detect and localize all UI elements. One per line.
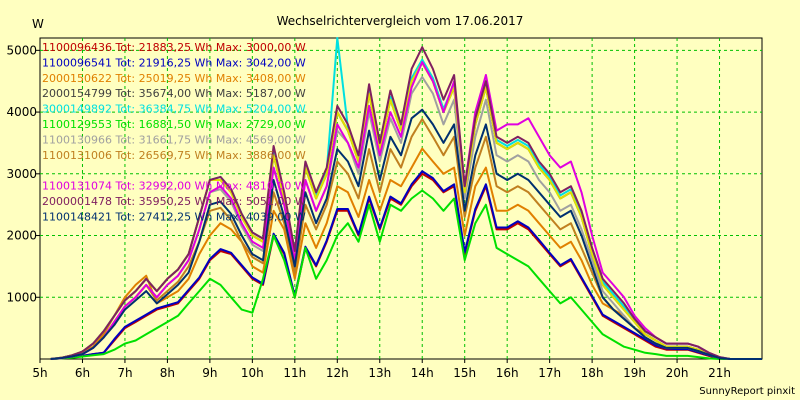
legend-entry: 1100096436 Tot: 21883,25 Wh Max: 3000,00… [42, 41, 306, 54]
x-tick-label: 7h [117, 366, 132, 380]
legend-entry: 1100130966 Tot: 31661,75 Wh Max: 4569,00… [42, 133, 306, 146]
chart-title: Wechselrichtervergleich vom 17.06.2017 [277, 14, 524, 28]
x-tick-label: 11h [283, 366, 306, 380]
legend-entry: 2000150622 Tot: 25019,25 Wh Max: 3408,00… [42, 72, 306, 85]
x-tick-label: 9h [202, 366, 217, 380]
x-tick-label: 10h [241, 366, 264, 380]
series-line-12 [50, 108, 762, 360]
x-tick-label: 5h [32, 366, 47, 380]
x-tick-label: 21h [708, 366, 731, 380]
x-tick-label: 14h [411, 366, 434, 380]
x-tick-label: 18h [581, 366, 604, 380]
legend-entry: 2000154799 Tot: 35674,00 Wh Max: 5187,00… [42, 87, 306, 100]
x-tick-label: 20h [666, 366, 689, 380]
x-tick-label: 16h [496, 366, 519, 380]
x-tick-label: 12h [326, 366, 349, 380]
legend-entry: 1100148421 Tot: 27412,25 Wh Max: 4039,00… [42, 210, 306, 223]
footer-credit: SunnyReport pinxit [699, 386, 795, 397]
x-tick-label: 17h [538, 366, 561, 380]
x-tick-label: 15h [453, 366, 476, 380]
legend-entry: 2000001478 Tot: 35950,25 Wh Max: 5051,00… [42, 195, 306, 208]
x-tick-label: 6h [75, 366, 90, 380]
x-tick-label: 19h [623, 366, 646, 380]
legend-entry: 3000149892 Tot: 36384,75 Wh Max: 5204,00… [42, 103, 306, 116]
series-line-10 [50, 61, 762, 360]
x-tick-label: 13h [368, 366, 391, 380]
axes: 5h 6h 7h 8h 9h 10h 11h 12h 13h 14h 15h 16h 17h 18h 19h… [6, 43, 731, 380]
y-tick-label: 5000 [6, 43, 37, 57]
legend: 1100096436 Tot: 21883,25 Wh Max: 3000,00… [42, 41, 306, 223]
y-tick-label: 3000 [6, 167, 37, 181]
legend-entry: 1100129553 Tot: 16881,50 Wh Max: 2729,00… [42, 118, 306, 131]
y-tick-label: 4000 [6, 105, 37, 119]
x-tick-label: 8h [160, 366, 175, 380]
legend-entry: 1100096541 Tot: 21916,25 Wh Max: 3042,00… [42, 56, 306, 69]
y-axis-unit: W [32, 17, 44, 31]
legend-entry: 1100131074 Tot: 32992,00 Wh Max: 4810,00… [42, 180, 306, 193]
series-line-2 [50, 170, 762, 360]
y-tick-label: 2000 [6, 229, 37, 243]
legend-entry: 1100131006 Tot: 26569,75 Wh Max: 3886,00… [42, 149, 306, 162]
series-line-6 [50, 189, 762, 360]
plot-area [39, 37, 763, 360]
series-line-11 [50, 46, 762, 360]
series-layer [50, 37, 762, 360]
y-tick-label: 1000 [6, 290, 37, 304]
